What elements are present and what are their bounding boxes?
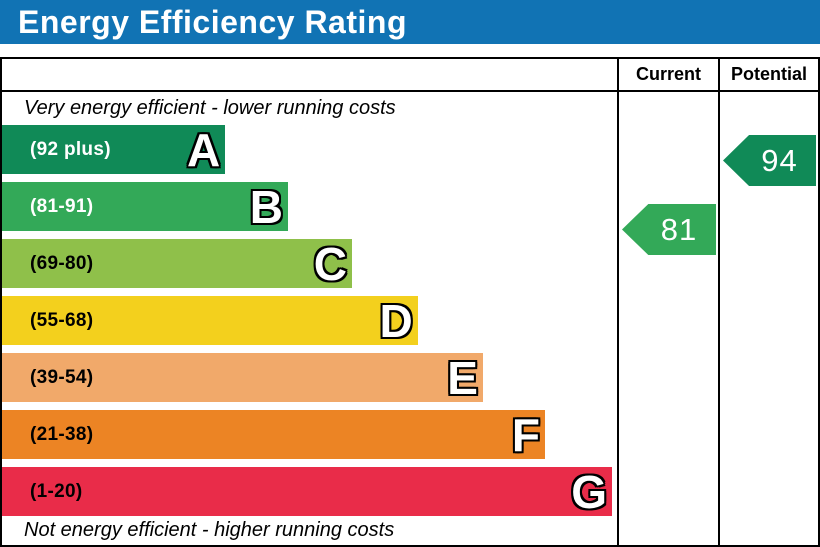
band-range-label: (92 plus) xyxy=(30,138,111,160)
potential-column: 94 xyxy=(718,92,818,545)
current-rating-arrow: 81 xyxy=(622,204,716,255)
band-row-d: (55-68) D xyxy=(2,296,617,345)
band-range-label: (69-80) xyxy=(30,252,94,274)
table-body-row: Very energy efficient - lower running co… xyxy=(2,92,818,545)
band-bar-d: (55-68) D xyxy=(2,296,418,345)
page-title: Energy Efficiency Rating xyxy=(18,3,407,40)
bottom-note: Not energy efficient - higher running co… xyxy=(24,519,395,541)
band-bar-a: (92 plus) A xyxy=(2,123,226,176)
band-row-a: (92 plus) A xyxy=(2,125,617,174)
band-bar-c: (69-80) C xyxy=(2,239,352,288)
band-letter: G xyxy=(571,465,608,518)
band-letter: B xyxy=(249,180,283,233)
column-header-potential: Potential xyxy=(718,59,818,90)
band-letter: C xyxy=(313,237,347,290)
band-range-label: (21-38) xyxy=(30,423,94,445)
band-range-label: (81-91) xyxy=(30,195,94,217)
table-header-row: Current Potential xyxy=(2,59,818,92)
band-bar-e: (39-54) E xyxy=(2,353,483,402)
band-range-label: (55-68) xyxy=(30,309,94,331)
title-bar: Energy Efficiency Rating xyxy=(0,0,820,44)
current-column: 81 xyxy=(617,92,718,545)
band-letter: F xyxy=(511,408,541,461)
band-area: Very energy efficient - lower running co… xyxy=(2,92,617,545)
band-row-f: (21-38) F xyxy=(2,410,617,459)
band-list: (92 plus) A (81-91) B (69-80) C (55-68) D (39-54… xyxy=(2,125,617,516)
band-range-label: (1-20) xyxy=(30,480,83,502)
band-range-label: (39-54) xyxy=(30,366,94,388)
band-letter: E xyxy=(447,351,478,404)
band-bar-g: (1-20) G xyxy=(2,465,613,518)
top-note: Very energy efficient - lower running co… xyxy=(24,97,396,119)
current-rating-value: 81 xyxy=(660,211,698,247)
band-letter: A xyxy=(187,123,221,176)
band-row-e: (39-54) E xyxy=(2,353,617,402)
band-row-c: (69-80) C xyxy=(2,239,617,288)
rating-table: Current Potential Very energy efficient … xyxy=(0,57,820,547)
header-spacer xyxy=(2,59,617,90)
potential-rating-arrow: 94 xyxy=(723,135,816,186)
band-row-b: (81-91) B xyxy=(2,182,617,231)
band-row-g: (1-20) G xyxy=(2,467,617,516)
band-letter: D xyxy=(379,294,413,347)
band-bar-f: (21-38) F xyxy=(2,408,546,461)
potential-rating-value: 94 xyxy=(761,142,798,178)
band-bar-b: (81-91) B xyxy=(2,182,288,231)
column-header-current: Current xyxy=(617,59,718,90)
